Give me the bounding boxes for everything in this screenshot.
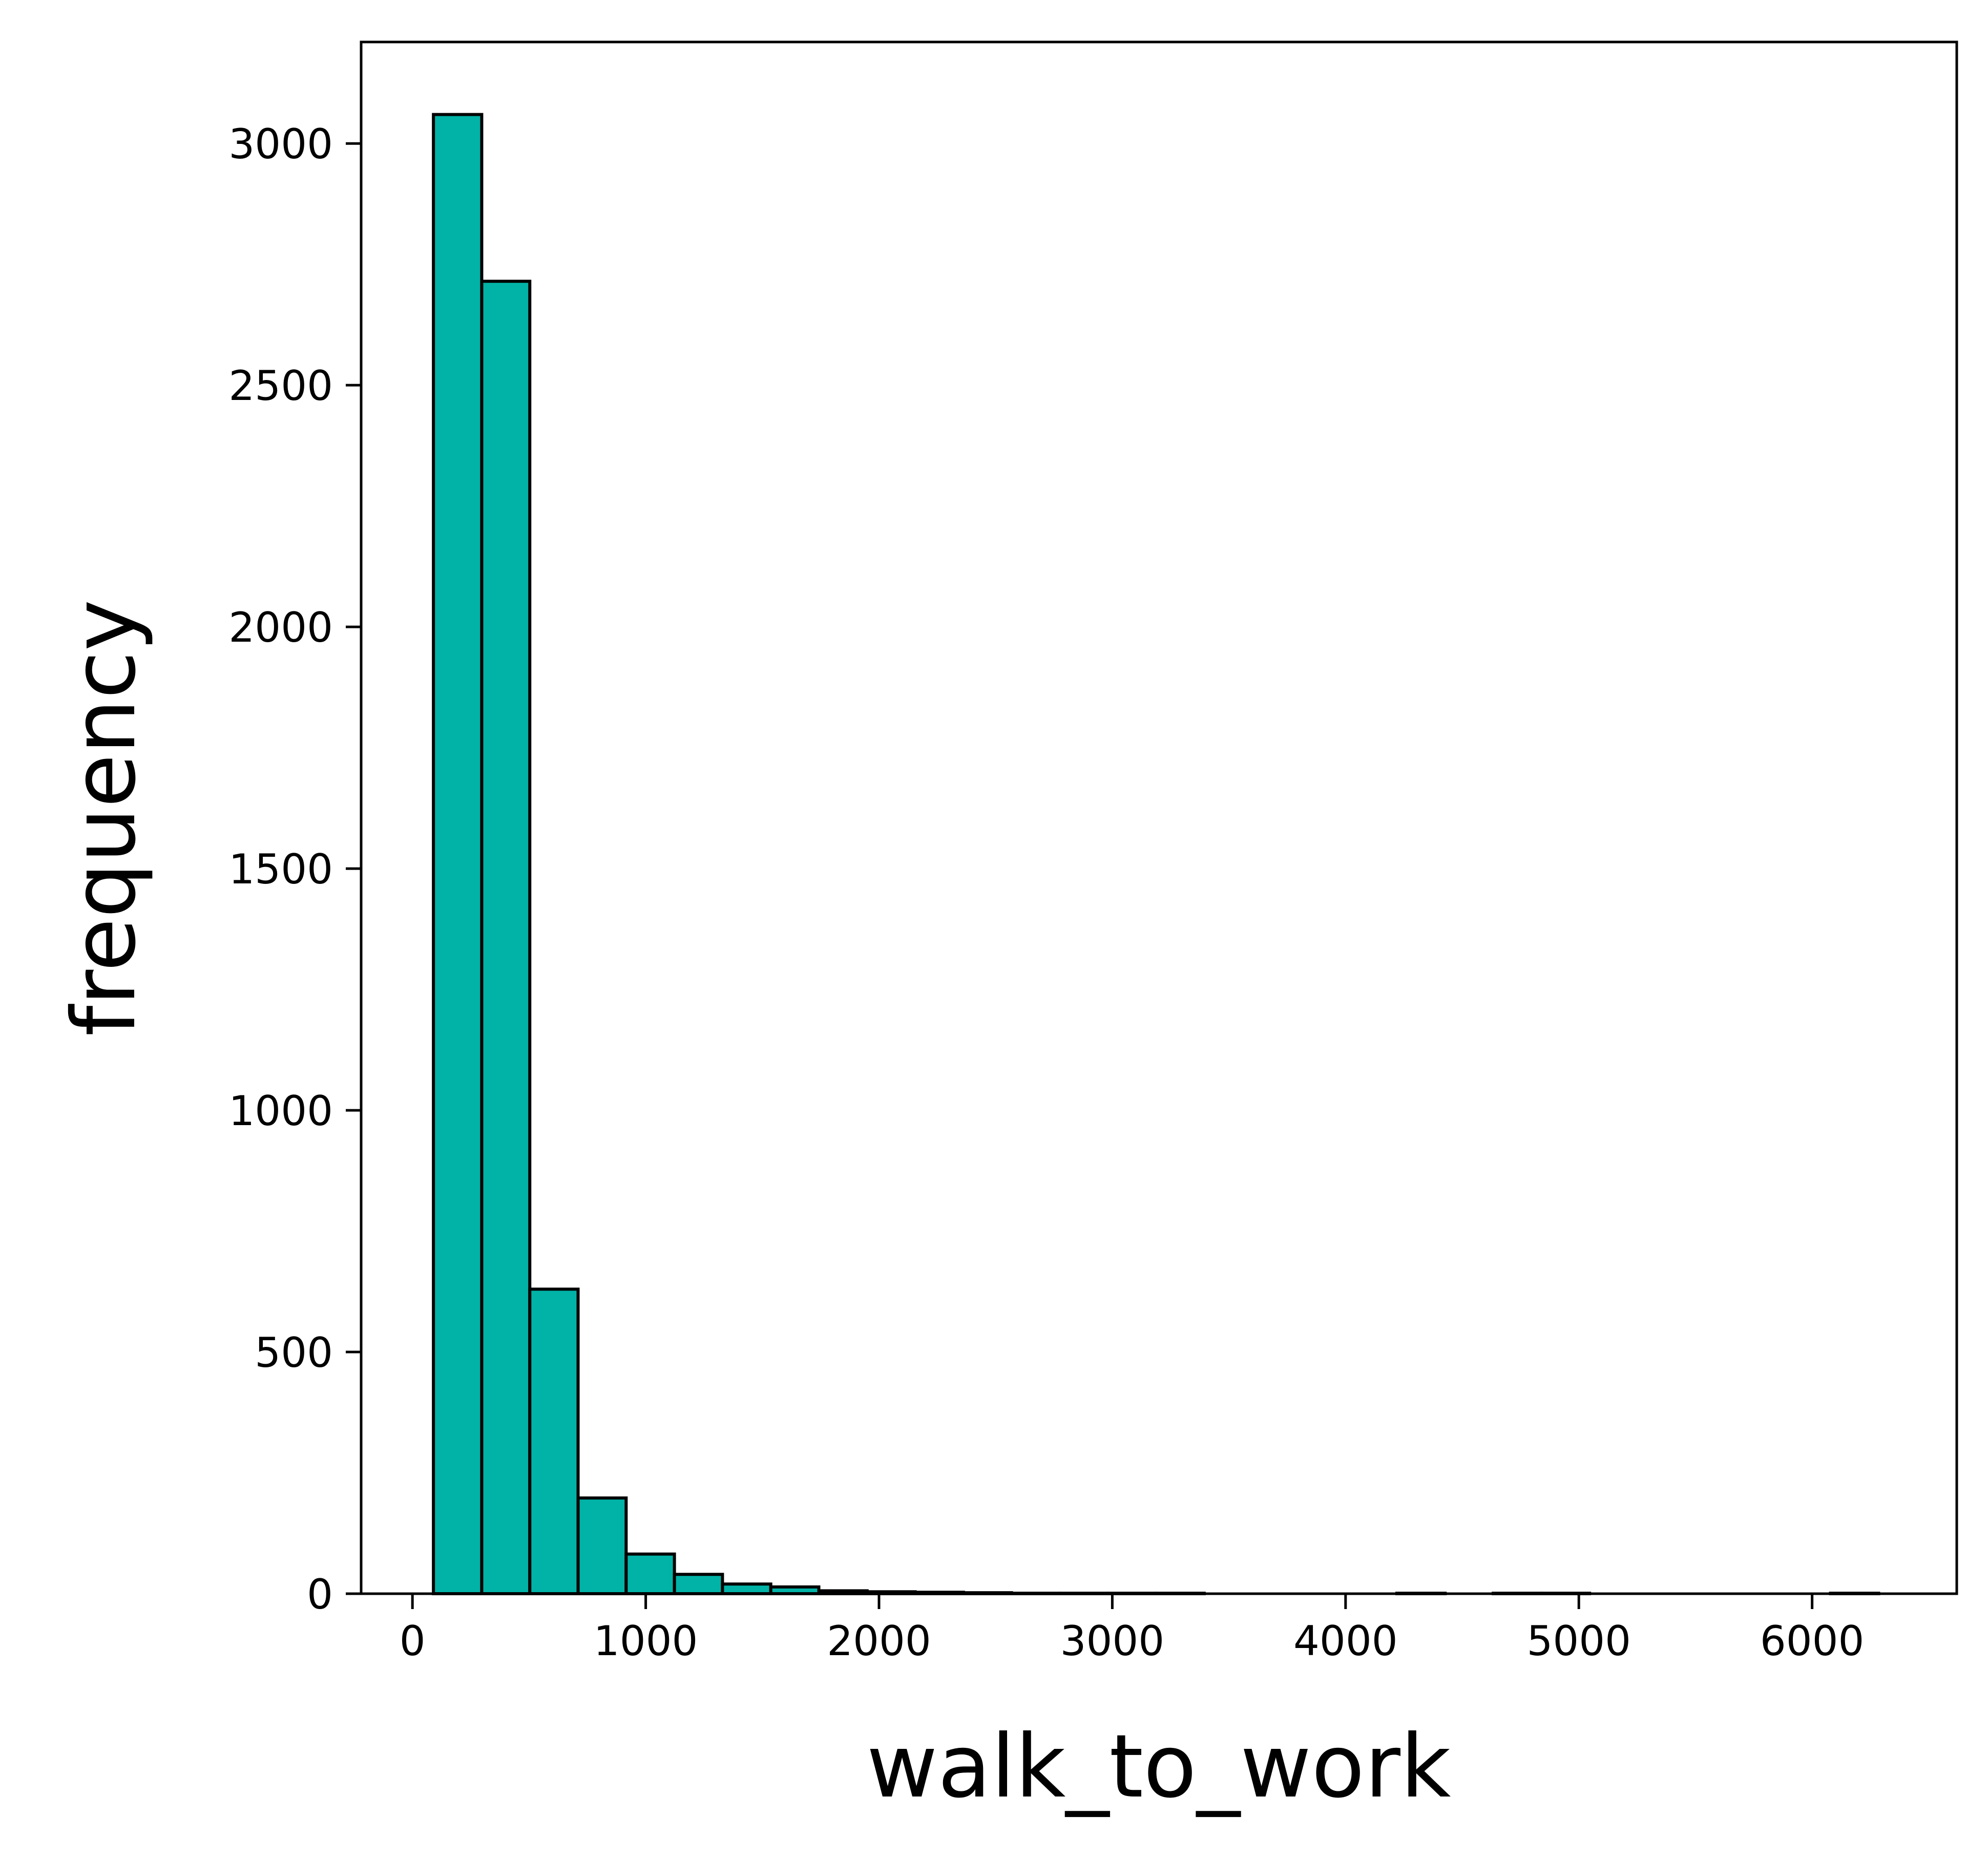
x-tick-label: 5000 (1526, 1617, 1631, 1665)
y-tick-label: 2000 (228, 604, 333, 651)
y-axis-ticks: 0 500 1000 1500 2000 2500 3000 (228, 120, 361, 1618)
y-tick-label: 1500 (228, 846, 333, 893)
histogram-bar-5 (673, 1573, 724, 1595)
histogram-bar-1 (480, 280, 532, 1596)
histogram-bar-4 (624, 1552, 676, 1596)
y-tick-label: 0 (307, 1571, 333, 1618)
y-tick-label: 2500 (228, 362, 333, 410)
x-axis-ticks: 0 1000 2000 3000 4000 5000 6000 (400, 1594, 1865, 1665)
histogram-bar-6 (721, 1582, 772, 1596)
y-tick-label: 500 (255, 1329, 333, 1377)
histogram-bar-3 (576, 1496, 628, 1595)
y-tick-label: 3000 (228, 120, 333, 168)
x-tick-label: 3000 (1060, 1617, 1165, 1665)
x-tick-label: 0 (400, 1617, 426, 1665)
plot-area-frame (360, 40, 1958, 1595)
x-tick-label: 1000 (594, 1617, 698, 1665)
x-tick-label: 2000 (827, 1617, 931, 1665)
y-axis-label: frequency (54, 600, 155, 1037)
x-tick-label: 6000 (1760, 1617, 1865, 1665)
histogram-bars (432, 113, 1880, 1596)
histogram-bar-2 (528, 1287, 580, 1596)
y-tick-label: 1000 (228, 1087, 333, 1135)
x-tick-label: 4000 (1293, 1617, 1398, 1665)
histogram-bar-0 (432, 113, 484, 1595)
x-axis-label: walk_to_work (867, 1716, 1451, 1817)
